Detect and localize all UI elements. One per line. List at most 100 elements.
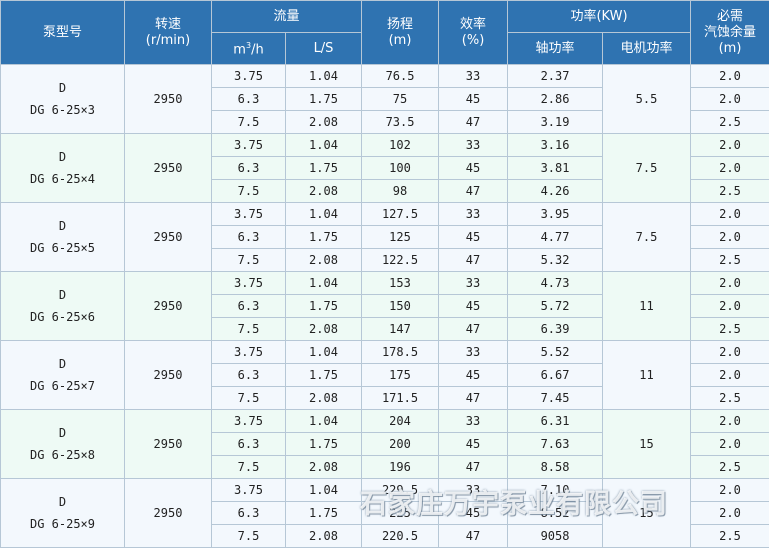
header-head-label: 扬程 <box>387 16 414 32</box>
efficiency-cell: 45 <box>438 294 509 318</box>
npsh-cell: 2.5 <box>690 317 769 341</box>
npsh-cell: 2.5 <box>690 110 769 134</box>
model-cell: D DG 6-25×4 <box>0 133 125 203</box>
efficiency-cell: 47 <box>438 110 509 134</box>
shaft-power-cell: 2.37 <box>507 64 604 88</box>
flow-m3h-cell: 3.75 <box>211 271 286 295</box>
flow-ls-cell: 2.08 <box>284 110 363 134</box>
table-row: 7.5 2.08 220.5 47 9058 2.5 <box>1 524 769 548</box>
table-body: D DG 6-25×3 2950 3.75 1.04 76.5 33 2.37 5.5 2.0 6.… <box>0 64 769 548</box>
flow-m3h-cell: 6.3 <box>211 294 286 318</box>
flow-ls-cell: 2.08 <box>284 179 363 203</box>
flow-m3h-cell: 3.75 <box>211 202 286 226</box>
head-cell: 73.5 <box>361 110 440 134</box>
flow-ls-cell: 1.04 <box>284 202 363 226</box>
flow-ls-cell: 1.04 <box>284 64 363 88</box>
npsh-cell: 2.0 <box>690 156 769 180</box>
motor-power-cell: 15 <box>602 478 692 548</box>
npsh-cell: 2.0 <box>690 294 769 318</box>
flow-ls-cell: 1.75 <box>284 156 363 180</box>
shaft-power-cell: 3.95 <box>507 202 604 226</box>
model-line1: D <box>58 357 67 371</box>
flow-m3h-cell: 7.5 <box>211 179 286 203</box>
efficiency-cell: 45 <box>438 156 509 180</box>
model-cell: D DG 6-25×8 <box>0 409 125 479</box>
header-npsh-line1: 必需 <box>717 8 744 24</box>
motor-power-cell: 7.5 <box>602 133 692 203</box>
flow-m3h-cell: 6.3 <box>211 87 286 111</box>
flow-m3h-cell: 3.75 <box>211 64 286 88</box>
head-cell: 200 <box>361 432 440 456</box>
flow-ls-cell: 2.08 <box>284 455 363 479</box>
flow-m3h-cell: 3.75 <box>211 478 286 502</box>
flow-m3h-cell: 6.3 <box>211 156 286 180</box>
model-line1: D <box>58 288 67 302</box>
head-cell: 125 <box>361 225 440 249</box>
table-row: 6.3 1.75 225 45 8.52 2.0 <box>1 501 769 525</box>
flow-unit-sup: 3 <box>245 41 252 51</box>
header-speed-unit: (r/min) <box>145 32 191 48</box>
header-npsh-line2: 汽蚀余量 <box>704 24 757 40</box>
efficiency-cell: 33 <box>438 271 509 295</box>
flow-m3h-cell: 6.3 <box>211 501 286 525</box>
flow-unit-tail: /h <box>251 42 264 58</box>
speed-cell: 2950 <box>124 133 212 203</box>
npsh-cell: 2.0 <box>690 271 769 295</box>
shaft-power-cell: 4.26 <box>507 179 604 203</box>
flow-m3h-cell: 6.3 <box>211 225 286 249</box>
efficiency-cell: 47 <box>438 179 509 203</box>
npsh-cell: 2.5 <box>690 179 769 203</box>
model-line1: D <box>58 150 67 164</box>
head-cell: 153 <box>361 271 440 295</box>
shaft-power-cell: 4.77 <box>507 225 604 249</box>
table-row: D DG 6-25×3 2950 3.75 1.04 76.5 33 2.37 5.5 2.0 <box>0 64 769 134</box>
shaft-power-cell: 5.52 <box>507 340 604 364</box>
table-row: D DG 6-25×7 2950 3.75 1.04 178.5 33 5.52 11 2.0 <box>0 340 769 410</box>
npsh-cell: 2.0 <box>690 409 769 433</box>
head-cell: 150 <box>361 294 440 318</box>
head-cell: 147 <box>361 317 440 341</box>
efficiency-cell: 33 <box>438 64 509 88</box>
model-line2: DG 6-25×6 <box>29 310 96 324</box>
table-row: 6.3 1.75 175 45 6.67 2.0 <box>1 363 769 387</box>
table-row: 6.3 1.75 75 45 2.86 2.0 <box>1 87 769 111</box>
flow-m3h-cell: 7.5 <box>211 524 286 548</box>
head-cell: 102 <box>361 133 440 157</box>
flow-ls-cell: 1.75 <box>284 225 363 249</box>
table-row: D DG 6-25×4 2950 3.75 1.04 102 33 3.16 7.5 2.0 <box>0 133 769 203</box>
table-row: D DG 6-25×8 2950 3.75 1.04 204 33 6.31 15 2.0 <box>0 409 769 479</box>
efficiency-cell: 33 <box>438 409 509 433</box>
model-cell: D DG 6-25×6 <box>0 271 125 341</box>
header-speed-label: 转速 <box>154 16 181 32</box>
flow-m3h-cell: 7.5 <box>211 455 286 479</box>
header-power: 功率(KW) <box>507 0 692 33</box>
head-cell: 220.5 <box>361 524 440 548</box>
npsh-cell: 2.0 <box>690 64 769 88</box>
table-row: 6.3 1.75 125 45 4.77 2.0 <box>1 225 769 249</box>
shaft-power-cell: 8.58 <box>507 455 604 479</box>
efficiency-cell: 33 <box>438 340 509 364</box>
shaft-power-cell: 9058 <box>507 524 604 548</box>
flow-m3h-cell: 3.75 <box>211 409 286 433</box>
efficiency-cell: 47 <box>438 386 509 410</box>
shaft-power-cell: 4.73 <box>507 271 604 295</box>
model-cell: D DG 6-25×7 <box>0 340 125 410</box>
npsh-cell: 2.0 <box>690 432 769 456</box>
flow-ls-cell: 2.08 <box>284 248 363 272</box>
shaft-power-cell: 7.63 <box>507 432 604 456</box>
table-row: 6.3 1.75 200 45 7.63 2.0 <box>1 432 769 456</box>
flow-m3h-cell: 7.5 <box>211 110 286 134</box>
npsh-cell: 2.5 <box>690 455 769 479</box>
speed-cell: 2950 <box>124 271 212 341</box>
shaft-power-cell: 2.86 <box>507 87 604 111</box>
shaft-power-cell: 5.32 <box>507 248 604 272</box>
efficiency-cell: 47 <box>438 524 509 548</box>
model-line2: DG 6-25×4 <box>29 172 96 186</box>
model-line1: D <box>58 495 67 509</box>
header-head-unit: (m) <box>388 32 412 48</box>
head-cell: 76.5 <box>361 64 440 88</box>
head-cell: 204 <box>361 409 440 433</box>
efficiency-cell: 33 <box>438 133 509 157</box>
shaft-power-cell: 6.67 <box>507 363 604 387</box>
